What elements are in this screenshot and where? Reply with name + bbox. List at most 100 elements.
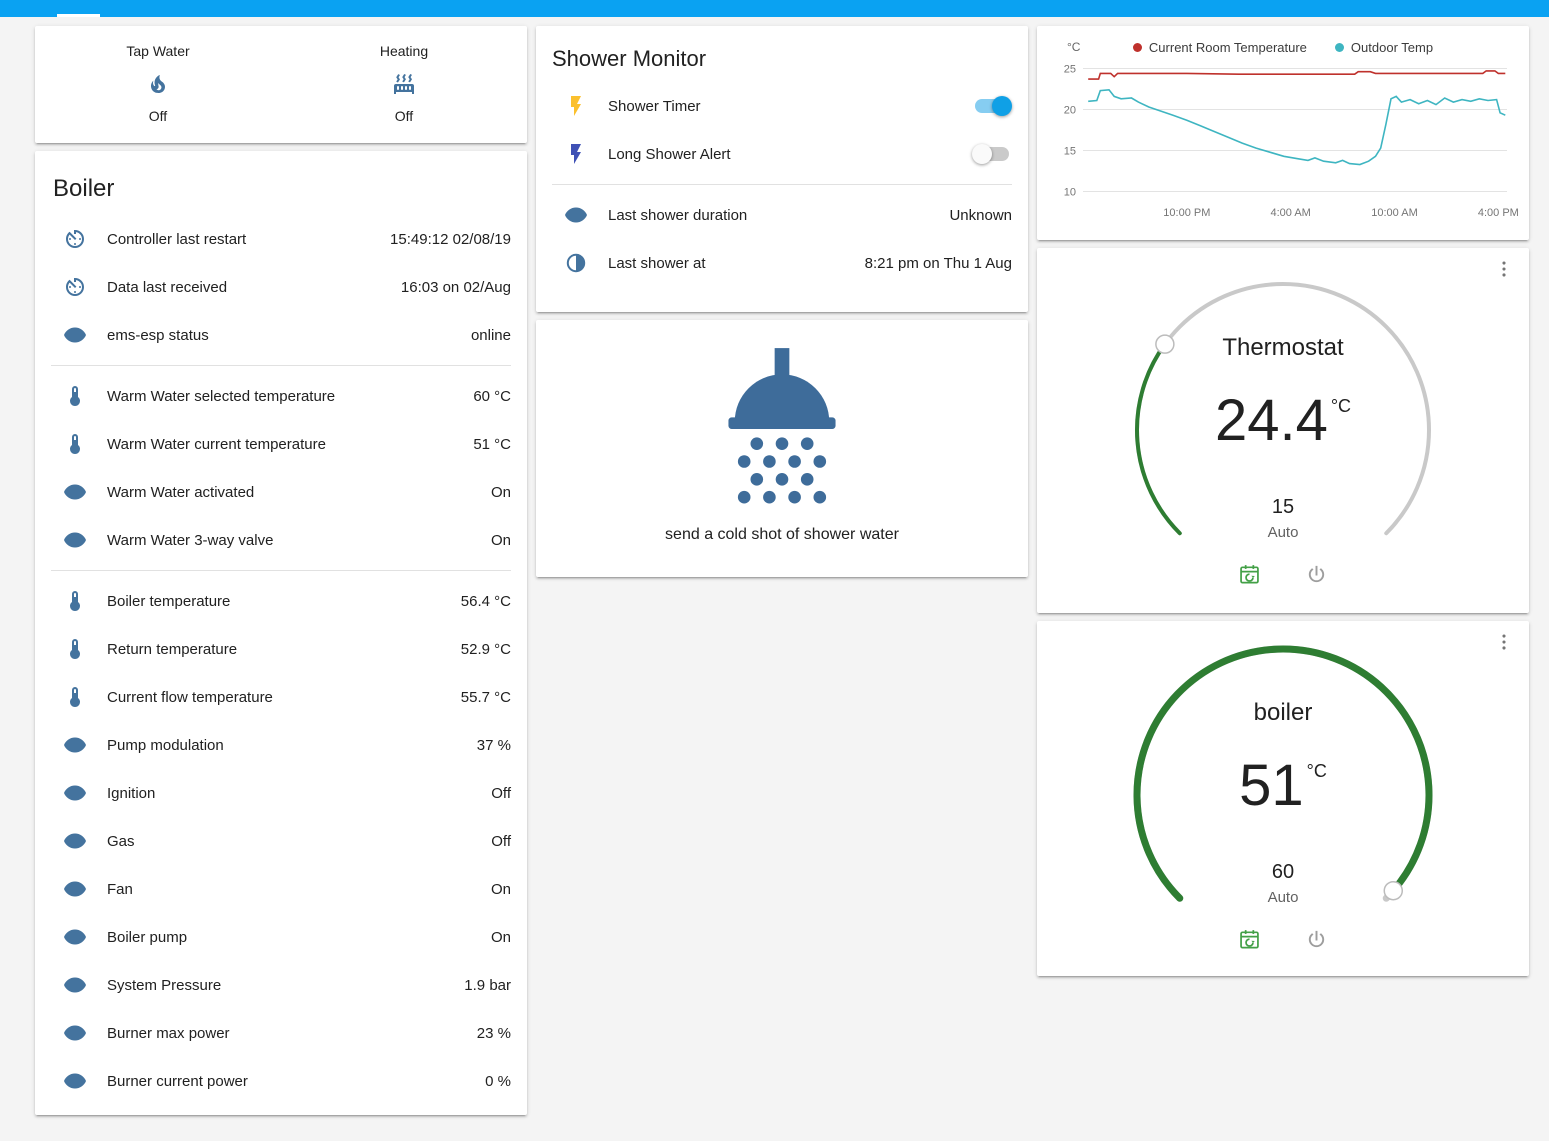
boiler-current-temperature: 51 °C <box>1123 757 1443 815</box>
thermostat-temperature-slider[interactable] <box>1123 270 1443 590</box>
svg-text:10: 10 <box>1064 187 1076 199</box>
entity-label: Warm Water selected temperature <box>107 387 336 405</box>
shower-picture-card[interactable]: send a cold shot of shower water <box>536 320 1028 577</box>
entity-row[interactable]: Fan On <box>35 865 527 913</box>
more-options-icon[interactable] <box>1493 258 1515 284</box>
thermometer-icon <box>70 687 80 707</box>
entity-row[interactable]: Shower Timer <box>536 82 1028 130</box>
entity-row[interactable]: Controller last restart 15:49:12 02/08/19 <box>35 215 527 263</box>
entity-row[interactable]: Ignition Off <box>35 769 527 817</box>
series-line <box>1088 70 1506 80</box>
entity-row[interactable]: Current flow temperature 55.7 °C <box>35 673 527 721</box>
entity-value: 55.7 °C <box>460 688 511 706</box>
entity-row[interactable]: Warm Water current temperature 51 °C <box>35 420 527 468</box>
entity-label: Pump modulation <box>107 736 224 754</box>
eye-icon <box>64 532 86 548</box>
more-options-icon[interactable] <box>1493 631 1515 657</box>
temperature-value: 51 <box>1239 753 1304 818</box>
temperature-unit: °C <box>1330 396 1352 416</box>
eye-icon <box>64 1073 86 1089</box>
entity-row[interactable]: Return temperature 52.9 °C <box>35 625 527 673</box>
app-header-bar <box>0 0 1549 17</box>
thermometer-icon <box>70 591 80 611</box>
moon-icon <box>566 253 586 273</box>
entity-value: On <box>490 880 511 898</box>
entity-row[interactable]: Data last received 16:03 on 02/Aug <box>35 263 527 311</box>
glance-state: Off <box>148 108 168 124</box>
glance-item-tap-water[interactable]: Tap Water Off <box>35 26 281 143</box>
entity-row[interactable]: Boiler pump On <box>35 913 527 961</box>
dial-handle[interactable] <box>1155 334 1175 354</box>
entity-row[interactable]: Boiler temperature 56.4 °C <box>35 577 527 625</box>
chart-legend: Current Room Temperature Outdoor Temp <box>1132 40 1433 55</box>
entity-label: Boiler pump <box>107 928 188 946</box>
shower-head-icon <box>728 348 836 504</box>
eye-icon <box>64 484 86 500</box>
thermometer-icon <box>70 386 80 406</box>
power-icon[interactable] <box>1305 928 1328 951</box>
entity-row[interactable]: ems-esp status online <box>35 311 527 359</box>
boiler-temperature-slider[interactable] <box>1123 635 1443 955</box>
entity-label: Data last received <box>107 278 228 296</box>
timer-icon <box>66 230 84 248</box>
glance-label: Heating <box>379 43 429 59</box>
entity-row[interactable]: Last shower at 8:21 pm on Thu 1 Aug <box>536 239 1028 287</box>
eye-icon <box>64 929 86 945</box>
svg-text:4:00 AM: 4:00 AM <box>1270 207 1310 219</box>
entity-row[interactable]: Warm Water selected temperature 60 °C <box>35 372 527 420</box>
picture-card-caption: send a cold shot of shower water <box>665 526 899 543</box>
entity-label: Burner current power <box>107 1072 248 1090</box>
entity-value: On <box>490 483 511 501</box>
entity-row[interactable]: Pump modulation 37 % <box>35 721 527 769</box>
entity-label: Current flow temperature <box>107 688 273 706</box>
entity-row[interactable]: Long Shower Alert <box>536 130 1028 178</box>
eye-icon <box>64 327 86 343</box>
dial-active-arc <box>1135 342 1182 536</box>
legend-item: Current Room Temperature <box>1132 40 1307 55</box>
entity-row[interactable]: Last shower duration Unknown <box>536 191 1028 239</box>
entity-row[interactable]: Warm Water activated On <box>35 468 527 516</box>
legend-item: Outdoor Temp <box>1334 40 1433 55</box>
glance-item-heating[interactable]: Heating Off <box>281 26 527 143</box>
thermostat-dial: Thermostat 24.4 °C 15 Auto <box>1123 270 1443 590</box>
svg-text:10:00 PM: 10:00 PM <box>1163 207 1210 219</box>
column-right: °C Current Room Temperature Outdoor Temp … <box>1037 26 1529 976</box>
boiler-entity-list: Controller last restart 15:49:12 02/08/19… <box>35 215 527 1105</box>
boiler-dial: boiler 51 °C 60 Auto <box>1123 635 1443 955</box>
temperature-unit: °C <box>1306 761 1327 781</box>
entity-row[interactable]: System Pressure 1.9 bar <box>35 961 527 1009</box>
shower-entity-list: Shower Timer Long Shower Alert Last shower… <box>536 82 1028 287</box>
calendar-sync-icon[interactable] <box>1238 928 1261 951</box>
entity-label: Last shower at <box>608 254 706 272</box>
entity-value: Unknown <box>949 206 1012 224</box>
legend-dot <box>1132 42 1142 52</box>
boiler-target-temperature[interactable]: 60 <box>1271 861 1295 883</box>
thermostat-card: Thermostat 24.4 °C 15 Auto <box>1037 248 1529 613</box>
entity-row[interactable]: Burner current power 0 % <box>35 1057 527 1105</box>
dial-handle[interactable] <box>1383 880 1404 901</box>
entity-label: System Pressure <box>107 976 222 994</box>
eye-icon <box>64 977 86 993</box>
temperature-value: 24.4 <box>1214 388 1328 453</box>
entity-label: Fan <box>107 880 133 898</box>
entity-label: Last shower duration <box>608 206 748 224</box>
entity-value: 8:21 pm on Thu 1 Aug <box>864 254 1012 272</box>
entity-value: 52.9 °C <box>460 640 511 658</box>
active-tab-indicator[interactable] <box>57 14 100 17</box>
boiler-climate-card: boiler 51 °C 60 Auto <box>1037 621 1529 976</box>
svg-text:20: 20 <box>1064 104 1076 116</box>
calendar-sync-icon[interactable] <box>1238 563 1261 586</box>
eye-icon <box>64 881 86 897</box>
entity-row[interactable]: Warm Water 3-way valve On <box>35 516 527 564</box>
entity-value: Off <box>491 832 511 850</box>
entity-value: 15:49:12 02/08/19 <box>390 230 511 248</box>
long-shower-alert-toggle[interactable] <box>972 144 1012 164</box>
entity-row[interactable]: Gas Off <box>35 817 527 865</box>
column-middle: Shower Monitor Shower Timer Long Shower A… <box>536 26 1028 577</box>
shower-timer-toggle[interactable] <box>972 96 1012 116</box>
power-icon[interactable] <box>1305 563 1328 586</box>
entity-label: Boiler temperature <box>107 592 231 610</box>
entity-row[interactable]: Burner max power 23 % <box>35 1009 527 1057</box>
thermostat-target-temperature[interactable]: 15 <box>1271 496 1295 518</box>
svg-text:4:00 PM: 4:00 PM <box>1478 207 1519 219</box>
